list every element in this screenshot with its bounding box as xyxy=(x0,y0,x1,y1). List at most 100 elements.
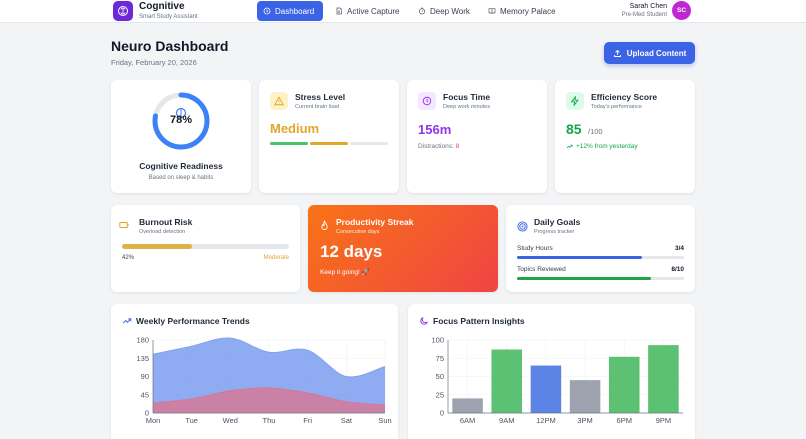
x-tick-label: 9PM xyxy=(656,416,671,425)
stress-segment-high xyxy=(350,142,388,145)
bar-9am xyxy=(491,349,523,413)
y-tick-label: 45 xyxy=(141,390,149,399)
user-role: Pre-Med Student xyxy=(621,12,667,18)
distractions-label: Distractions: xyxy=(418,143,454,150)
app-name: Cognitive xyxy=(139,1,185,12)
goal-study-hours: Study Hours 3/4 xyxy=(517,245,684,252)
nav-active-capture[interactable]: Active Capture xyxy=(329,1,405,21)
goal-label: Study Hours xyxy=(517,245,553,252)
bar-9pm xyxy=(648,345,679,413)
goals-title: Daily Goals xyxy=(534,217,581,227)
bar-12pm xyxy=(530,365,562,413)
page-date: Friday, February 20, 2026 xyxy=(111,58,197,67)
burnout-progress-fill xyxy=(122,244,193,249)
cognitive-readiness-card: 78% Cognitive Readiness Based on sleep &… xyxy=(111,80,251,193)
focus-sub: Deep work minutes xyxy=(443,104,491,110)
nav-active-capture-label: Active Capture xyxy=(347,6,400,16)
y-tick-label: 50 xyxy=(436,372,444,381)
timer-icon xyxy=(418,7,426,15)
nav-deep-work[interactable]: Deep Work xyxy=(412,1,476,21)
burnout-percent: 42% xyxy=(122,255,135,261)
x-tick-label: Thu xyxy=(263,416,276,425)
nav-memory-palace-label: Memory Palace xyxy=(500,6,556,16)
home-icon xyxy=(263,7,271,15)
focus-insights-card: Focus Pattern Insights 0 25 50 75 100 6AM 9AM 1… xyxy=(408,304,695,439)
y-tick-label: 100 xyxy=(431,336,444,345)
readiness-ring xyxy=(152,92,210,150)
area-line-1 xyxy=(152,337,386,378)
document-icon xyxy=(336,7,342,15)
brain-icon xyxy=(175,107,187,119)
goal-progress-fill xyxy=(517,277,651,280)
streak-sub: Consecutive days xyxy=(336,229,380,235)
book-icon xyxy=(488,8,496,14)
user-info: Sarah Chen Pre-Med Student xyxy=(622,2,667,19)
page-title: Neuro Dashboard xyxy=(111,38,229,54)
burnout-progress-bar xyxy=(122,244,289,249)
readiness-sub: Based on sleep & habits xyxy=(148,175,214,181)
y-tick-label: 75 xyxy=(436,354,444,363)
goal-progress-bar xyxy=(517,256,684,259)
focus-insights-title: Focus Pattern Insights xyxy=(433,316,525,326)
productivity-streak-card: Productivity Streak Consecutive days 12 … xyxy=(308,205,498,292)
y-tick-label: 135 xyxy=(136,354,149,363)
efficiency-value: 85 xyxy=(566,121,582,137)
y-tick-label: 90 xyxy=(141,372,149,381)
burnout-risk-card: Burnout Risk Overload detection 42% Mode… xyxy=(111,205,300,292)
user-name: Sarah Chen xyxy=(629,3,667,10)
streak-value: 12 days xyxy=(320,242,383,261)
x-tick-label: Mon xyxy=(146,416,161,425)
nav-deep-work-label: Deep Work xyxy=(430,6,470,16)
trend-up-icon xyxy=(122,318,132,324)
y-tick-label: 0 xyxy=(440,409,444,418)
stress-value: Medium xyxy=(270,121,320,136)
warning-icon xyxy=(270,92,288,110)
efficiency-max: /100 xyxy=(588,127,603,136)
brain-logo-icon[interactable] xyxy=(113,1,133,21)
x-tick-label: Tue xyxy=(185,416,198,425)
goal-value: 3/4 xyxy=(674,245,684,252)
y-tick-label: 0 xyxy=(145,409,149,418)
avatar[interactable]: SC xyxy=(672,1,691,20)
burnout-title: Burnout Risk xyxy=(139,217,193,227)
burnout-level: Moderate xyxy=(263,255,289,261)
upload-content-label: Upload Content xyxy=(626,48,687,58)
efficiency-sub: Today's performance xyxy=(591,104,642,110)
x-tick-label: Wed xyxy=(223,416,238,425)
x-tick-label: Sat xyxy=(341,416,353,425)
area-line-2 xyxy=(152,387,386,406)
efficiency-title: Efficiency Score xyxy=(591,92,658,102)
distractions-count: 8 xyxy=(455,143,460,150)
y-tick-label: 25 xyxy=(436,390,444,399)
x-tick-label: 6AM xyxy=(460,416,475,425)
x-tick-label: 9AM xyxy=(499,416,514,425)
focus-insights-chart: 0 25 50 75 100 6AM 9AM 12PM 3PM 6PM 9PM xyxy=(431,336,683,425)
bar-6am xyxy=(452,398,483,413)
burnout-sub: Overload detection xyxy=(139,229,186,235)
stress-segment-medium xyxy=(310,142,348,145)
nav-memory-palace[interactable]: Memory Palace xyxy=(482,1,562,21)
focus-time-card: Focus Time Deep work minutes 156m Distra… xyxy=(407,80,547,193)
x-tick-label: Sun xyxy=(378,416,391,425)
upload-content-button[interactable]: Upload Content xyxy=(604,42,695,64)
bar-6pm xyxy=(608,356,640,413)
area-series-1 xyxy=(153,337,385,413)
nav-dashboard[interactable]: Dashboard xyxy=(257,1,323,21)
top-nav-bar: Cognitive Smart Study Assistant Dashboar… xyxy=(0,0,806,23)
battery-icon xyxy=(119,220,129,230)
efficiency-change-label: +12% from yesterday xyxy=(576,143,638,150)
stress-title: Stress Level xyxy=(295,92,346,102)
stress-segment-low xyxy=(270,142,308,145)
weekly-trends-title: Weekly Performance Trends xyxy=(136,316,250,326)
weekly-trends-chart: 0 45 90 135 180 Mon Tue Wed Thu Fri Sat Sun xyxy=(136,336,391,426)
goal-value: 8/10 xyxy=(671,266,684,273)
streak-message: Keep it going! 🚀 xyxy=(320,269,370,276)
readiness-label: Cognitive Readiness xyxy=(139,161,223,171)
daily-goals-card: Daily Goals Progress tracker Study Hours… xyxy=(506,205,695,292)
x-tick-label: Fri xyxy=(303,416,312,425)
goal-topics-reviewed: Topics Reviewed 8/10 xyxy=(517,266,684,273)
goal-progress-fill xyxy=(517,256,643,259)
trend-up-icon xyxy=(566,144,573,149)
x-tick-label: 6PM xyxy=(617,416,632,425)
clock-icon xyxy=(418,92,436,110)
